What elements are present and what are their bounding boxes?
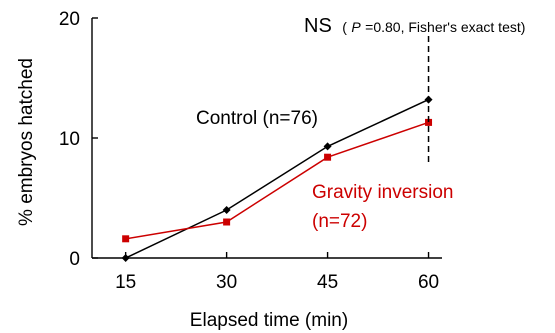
x-axis-label: Elapsed time (min) xyxy=(190,310,348,331)
control-point xyxy=(121,254,130,262)
gravity-inversion-point xyxy=(425,118,433,126)
y-tick-label: 20 xyxy=(59,9,80,30)
y-ticks: 0 10 20 xyxy=(59,9,98,270)
gravity-series-n-label: (n=72) xyxy=(312,211,367,232)
y-tick-label: 10 xyxy=(59,129,80,150)
stat-rest: =0.80, Fisher's exact test) xyxy=(365,19,525,35)
series-line-control xyxy=(125,98,429,259)
gravity-inversion-point xyxy=(324,153,332,161)
x-ticks: 15 30 45 60 xyxy=(115,252,439,293)
ns-label: NS xyxy=(304,15,332,37)
x-tick-label: 15 xyxy=(115,272,136,293)
x-tick-label: 45 xyxy=(317,272,338,293)
gravity-inversion-point xyxy=(223,218,231,226)
control-series-label: Control (n=76) xyxy=(196,108,318,129)
y-axis-label: % embryos hatched xyxy=(16,58,37,226)
gravity-inversion-point xyxy=(122,235,130,243)
x-tick-label: 60 xyxy=(418,272,439,293)
x-tick-label: 30 xyxy=(216,272,237,293)
control-point xyxy=(323,142,332,151)
series-layer xyxy=(121,95,433,262)
control-point xyxy=(222,206,231,214)
stat-p: P xyxy=(351,19,361,35)
axes xyxy=(91,18,442,259)
stat-open: ( xyxy=(342,19,347,35)
ns-annotation: NS ( P =0.80, Fisher's exact test) xyxy=(304,15,525,37)
gravity-series-label: Gravity inversion xyxy=(312,182,454,203)
y-tick-label: 0 xyxy=(69,249,80,270)
series-line-gravity-inversion xyxy=(125,121,429,240)
